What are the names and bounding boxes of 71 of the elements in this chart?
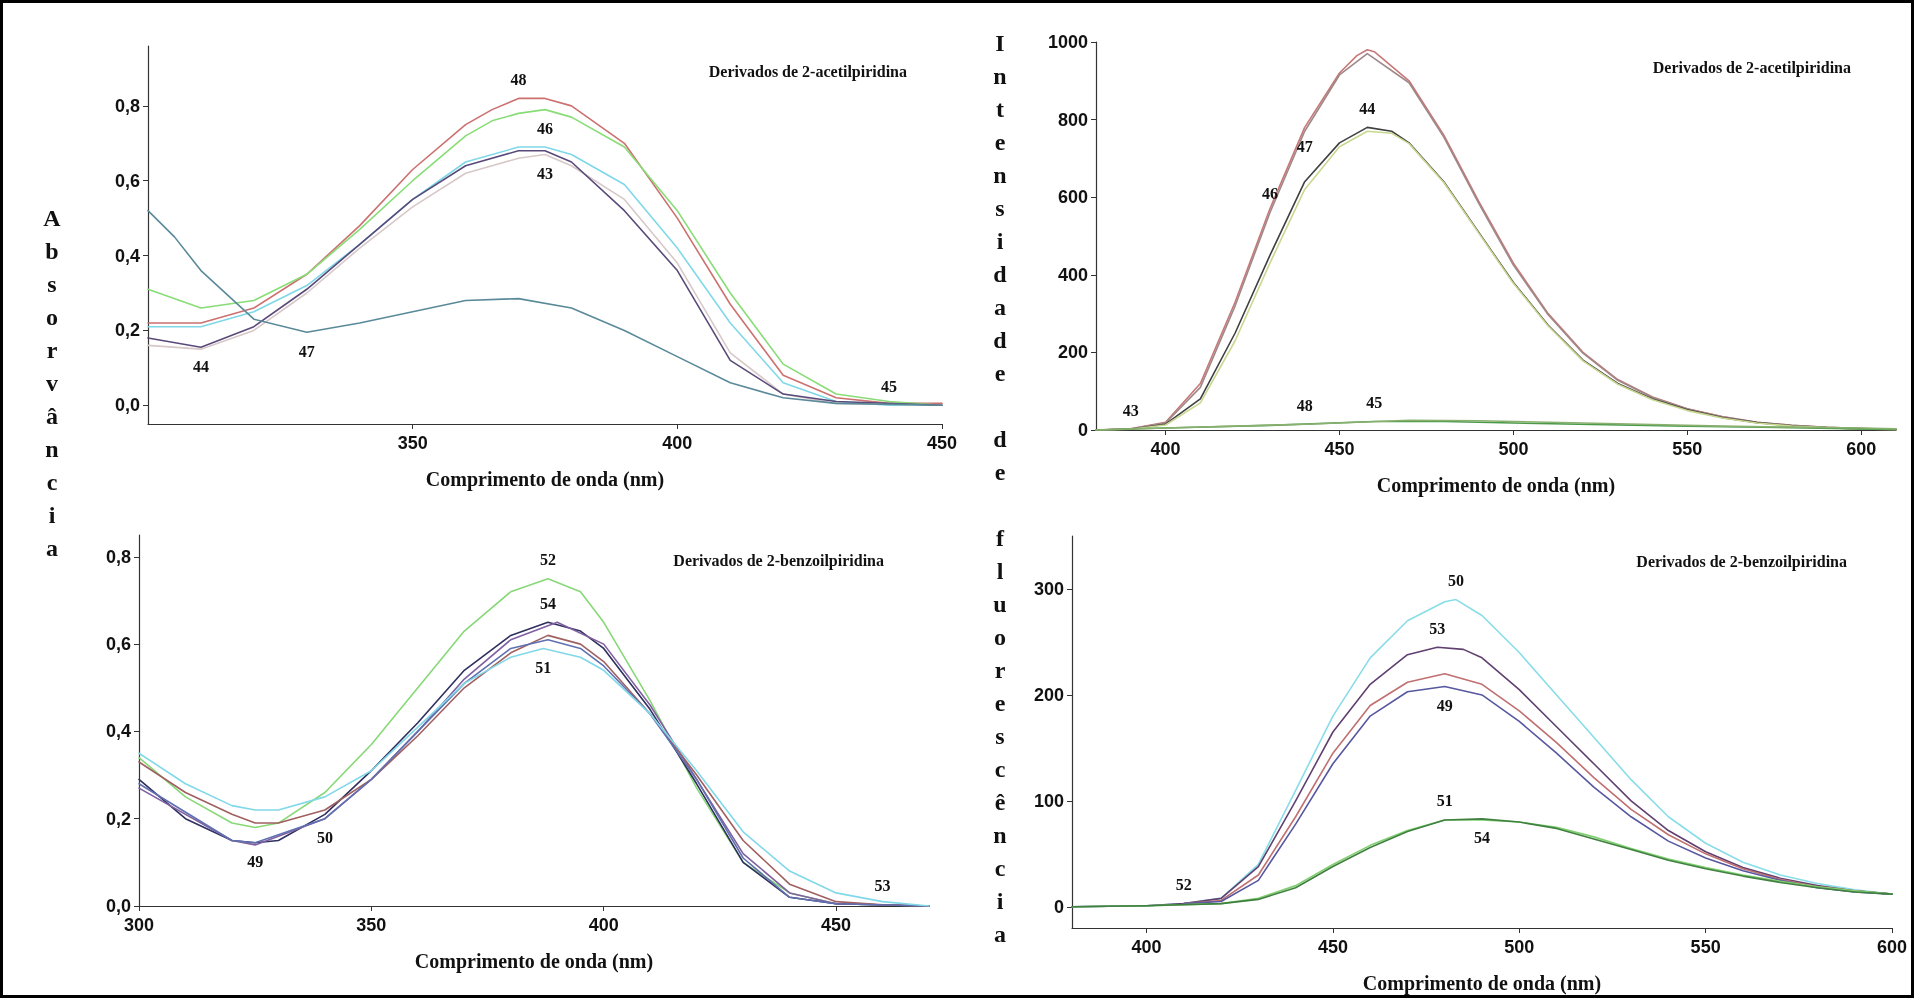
y-tick-label: 0,0 — [114, 395, 140, 416]
y-tick-label: 600 — [1057, 187, 1088, 208]
y-axis-title: Intensidade de fluorescência — [987, 30, 1013, 954]
y-tick-label: 0,4 — [105, 721, 131, 742]
x-axis-title: Comprimento de onda (nm) — [425, 468, 665, 491]
x-tick-label: 550 — [1690, 937, 1721, 957]
series-label: 48 — [1296, 396, 1313, 414]
y-tick-label: 0 — [1053, 896, 1064, 917]
y-tick-label: 1000 — [1047, 32, 1088, 52]
series-label: 51 — [1436, 792, 1453, 810]
x-tick-label: 550 — [1672, 439, 1703, 459]
x-axis-title: Comprimento de onda (nm) — [1376, 474, 1616, 497]
y-tick-label: 200 — [1057, 342, 1088, 363]
series-label: 47 — [1296, 137, 1313, 155]
series-label: 51 — [535, 658, 552, 676]
series-label: 54 — [539, 594, 556, 612]
x-tick-label: 450 — [1317, 937, 1348, 957]
series-label: 46 — [1261, 185, 1278, 203]
text: Derivados de 2-benzoilpiridina — [673, 551, 885, 570]
y-tick-label: 0,2 — [105, 808, 131, 829]
x-tick-label: 450 — [821, 915, 852, 935]
series-label: 45 — [1366, 393, 1383, 411]
x-axis-title: Comprimento de onda (nm) — [1362, 972, 1602, 995]
y-tick-label: 400 — [1057, 264, 1088, 285]
y-tick-label: 0,8 — [114, 95, 140, 116]
y-tick-label: 0,8 — [105, 546, 131, 567]
y-tick-label: 800 — [1057, 109, 1088, 130]
series-label: 46 — [536, 120, 553, 138]
x-tick-label: 600 — [1846, 439, 1877, 459]
series-label: 54 — [1474, 829, 1490, 847]
line-series — [147, 209, 943, 407]
series-label: 50 — [316, 829, 333, 847]
y-axis-title: Absorvância — [39, 205, 65, 568]
series-label: 53 — [874, 877, 891, 895]
y-tick-label: 0,0 — [105, 896, 131, 916]
y-tick-label: 0,6 — [105, 634, 131, 655]
x-tick-label: 600 — [1876, 937, 1908, 957]
series-label: 52 — [1175, 876, 1192, 894]
x-tick-label: 400 — [588, 915, 619, 935]
series-label: 44 — [1359, 99, 1376, 117]
x-tick-label: 350 — [356, 915, 387, 935]
y-tick-label: 0,6 — [114, 170, 140, 191]
x-tick-label: 400 — [1150, 439, 1181, 459]
y-tick-label: 200 — [1033, 684, 1064, 705]
text: Derivados de 2-acetilpiridina — [708, 62, 908, 81]
x-tick-label: 500 — [1498, 439, 1529, 459]
x-tick-label: 500 — [1504, 937, 1535, 957]
y-tick-label: 100 — [1033, 790, 1064, 811]
series-label: 49 — [1436, 696, 1453, 714]
x-tick-label: 350 — [397, 433, 428, 453]
y-tick-label: 300 — [1033, 578, 1064, 599]
x-tick-label: 400 — [662, 433, 693, 453]
x-tick-label: 450 — [926, 433, 958, 453]
series-label: 47 — [298, 342, 315, 360]
series-label: 43 — [1122, 401, 1139, 419]
x-tick-label: 400 — [1131, 937, 1162, 957]
series-label: 53 — [1429, 619, 1446, 637]
y-tick-label: 0,4 — [114, 245, 140, 266]
series-label: 48 — [510, 70, 527, 88]
x-axis-title: Comprimento de onda (nm) — [414, 950, 654, 973]
series-label: 52 — [539, 551, 556, 569]
series-label: 43 — [536, 165, 553, 183]
text: Derivados de 2-benzoilpiridina — [1636, 552, 1848, 571]
y-tick-label: 0 — [1077, 420, 1088, 440]
x-tick-label: 450 — [1324, 439, 1355, 459]
series-label: 45 — [881, 377, 898, 395]
y-tick-label: 0,2 — [114, 320, 140, 341]
series-label: 50 — [1447, 572, 1464, 590]
series-label: 44 — [192, 357, 209, 375]
text: Derivados de 2-acetilpiridina — [1652, 58, 1852, 77]
series-label: 49 — [247, 853, 264, 871]
